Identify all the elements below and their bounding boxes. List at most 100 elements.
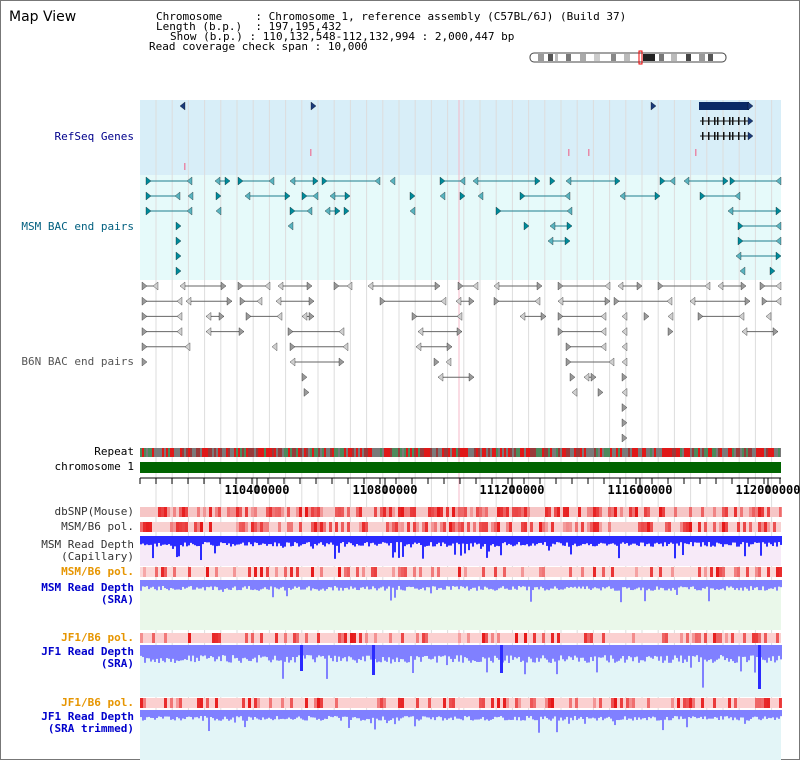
bac-end-right (657, 281, 664, 291)
depth-bar (600, 645, 602, 658)
depth-bar (756, 710, 758, 717)
bac-end-right (456, 327, 463, 336)
depth-bar (224, 536, 226, 544)
depth-bar (286, 645, 288, 657)
depth-bar (168, 645, 170, 659)
depth-bar (602, 536, 604, 544)
polymorphism-cell (374, 507, 377, 517)
depth-bar (290, 645, 292, 661)
bac-end-left (621, 312, 628, 321)
depth-bar (218, 536, 220, 546)
track-label-b6n-bac[interactable]: B6N BAC end pairs (21, 355, 134, 368)
depth-bar (532, 536, 534, 544)
depth-bar (302, 536, 304, 545)
repeat-segment (330, 448, 332, 457)
depth-bar (546, 710, 548, 719)
depth-bar (330, 580, 332, 588)
depth-bar (684, 536, 686, 544)
polymorphism-strip (140, 698, 781, 708)
depth-bar (678, 710, 680, 720)
depth-bar (238, 580, 240, 590)
depth-bar (694, 536, 696, 543)
polymorphism-cell (713, 507, 716, 517)
depth-bar (680, 580, 682, 587)
depth-bar (306, 580, 308, 588)
bac-end-right (775, 206, 782, 216)
depth-bar (544, 536, 546, 543)
track-label-msm-bac[interactable]: MSM BAC end pairs (21, 220, 134, 233)
depth-bar (438, 645, 440, 656)
depth-bar (752, 645, 754, 656)
depth-bar (534, 645, 536, 663)
polymorphism-cell (713, 522, 716, 532)
depth-bar (464, 580, 466, 589)
polymorphism-cell (233, 507, 236, 517)
polymorphism-cell (659, 507, 662, 517)
depth-bar (752, 580, 754, 590)
depth-bar (172, 710, 174, 720)
repeat-segment (710, 448, 712, 457)
depth-bar (488, 580, 490, 590)
depth-bar (640, 536, 642, 543)
polymorphism-cell (341, 633, 344, 643)
polymorphism-cell (509, 522, 512, 532)
bac-end-right (338, 357, 345, 367)
chromosome-ideogram[interactable] (529, 50, 727, 65)
depth-bar (326, 580, 328, 590)
repeat-segment (248, 448, 250, 457)
depth-bar (626, 645, 628, 660)
depth-bar (410, 710, 412, 717)
depth-bar (468, 580, 470, 591)
depth-bar (520, 645, 522, 662)
polymorphism-cell (626, 698, 629, 708)
polymorphism-cell (725, 633, 728, 643)
depth-bar (310, 645, 312, 656)
bac-end-left (669, 176, 676, 186)
depth-bar (762, 645, 764, 660)
track-label-refseq[interactable]: RefSeq Genes (54, 130, 134, 143)
depth-bar (388, 710, 390, 721)
depth-bar (216, 536, 218, 547)
track-label-jf1-depth-sra-1: JF1 Read Depth (41, 645, 134, 658)
depth-bar (356, 645, 358, 663)
repeat-segment (352, 448, 354, 457)
polymorphism-cell (761, 698, 764, 708)
depth-bar (326, 536, 328, 544)
depth-bar (286, 580, 288, 597)
depth-bar (734, 645, 736, 663)
polymorphism-cell (476, 507, 479, 517)
depth-bar (754, 710, 756, 717)
depth-bar (378, 645, 380, 662)
depth-bar (254, 710, 256, 718)
b6n-bac-features[interactable] (141, 281, 782, 443)
depth-bar (194, 580, 196, 590)
polymorphism-cell (422, 633, 425, 643)
polymorphism-cell (431, 567, 434, 577)
depth-bar (478, 580, 480, 587)
depth-bar (754, 536, 756, 543)
depth-bar (780, 580, 782, 588)
depth-bar (706, 580, 708, 587)
depth-bar (328, 710, 330, 717)
polymorphism-cell (515, 507, 518, 517)
repeat-segment (422, 448, 424, 457)
repeat-segment (532, 448, 534, 457)
depth-bar (460, 580, 462, 587)
depth-bar (682, 536, 684, 556)
depth-bar (350, 645, 352, 658)
polymorphism-cell (662, 507, 665, 517)
refseq-genes-features[interactable] (179, 101, 754, 170)
polymorphism-cell (317, 633, 320, 643)
length-info-row: Length (b.p.) : 197,195,432 (156, 20, 342, 33)
depth-bar (248, 710, 250, 717)
msm-bac-features[interactable] (145, 176, 782, 276)
polymorphism-cell (548, 507, 551, 517)
polymorphism-cell (590, 507, 593, 517)
depth-bar (600, 536, 602, 543)
depth-bar (498, 580, 500, 589)
depth-bar (284, 536, 286, 547)
repeat-segment (778, 448, 780, 457)
polymorphism-cell (596, 507, 599, 517)
depth-bar (642, 645, 644, 661)
